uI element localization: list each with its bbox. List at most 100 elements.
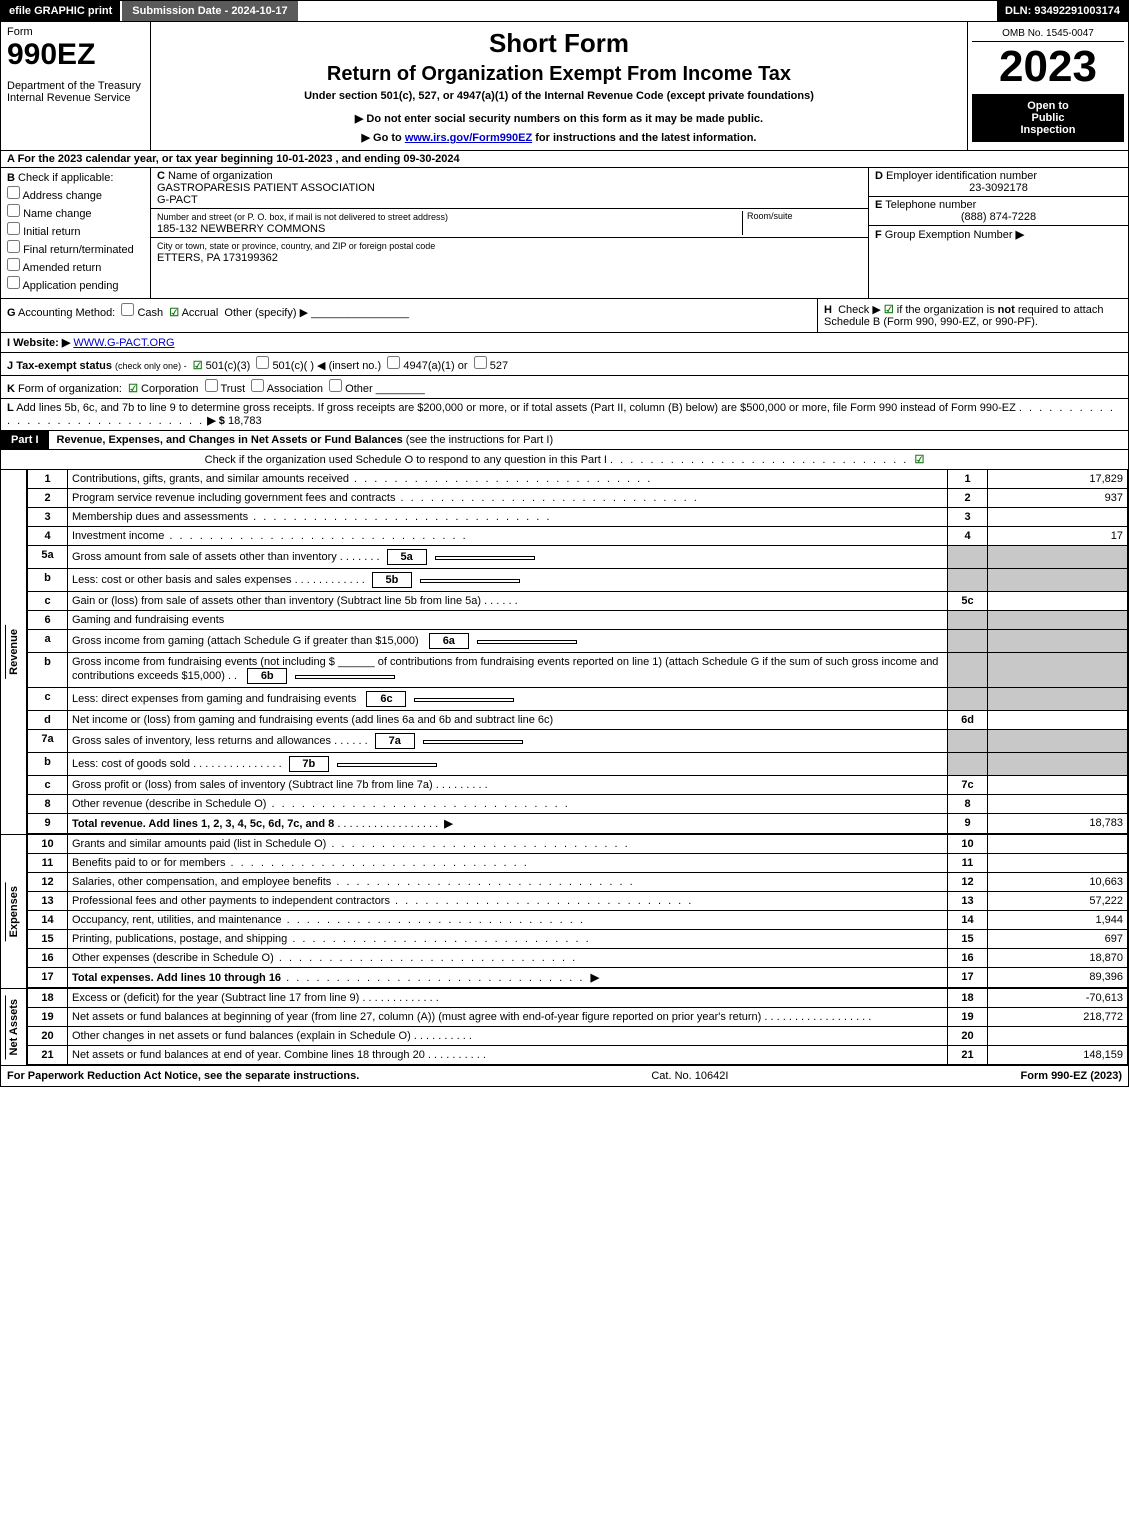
checkbox-icon[interactable]: [7, 222, 20, 235]
form-year-block: OMB No. 1545-0047 2023 Open to Public In…: [968, 22, 1128, 150]
check-final-return[interactable]: Final return/terminated: [7, 240, 144, 256]
line-6c: cLess: direct expenses from gaming and f…: [28, 688, 1128, 711]
h-not: not: [998, 304, 1015, 316]
opt-501c3: 501(c)(3): [206, 360, 251, 372]
line-desc: Gross sales of inventory, less returns a…: [72, 735, 331, 747]
inline-box: 6c: [366, 691, 406, 707]
line-num: b: [28, 753, 68, 776]
dept-line-1: Department of the Treasury: [7, 80, 144, 92]
checkbox-icon[interactable]: [7, 258, 20, 271]
revenue-segment: Revenue 1Contributions, gifts, grants, a…: [0, 470, 1129, 835]
revenue-table: 1Contributions, gifts, grants, and simil…: [27, 470, 1128, 834]
line-amount: [988, 592, 1128, 611]
line-desc: Gross amount from sale of assets other t…: [72, 551, 337, 563]
e-label: E: [875, 199, 882, 211]
line-desc: Gain or (loss) from sale of assets other…: [72, 595, 481, 607]
part-1-header: Part I Revenue, Expenses, and Changes in…: [0, 431, 1129, 450]
checkbox-icon[interactable]: [474, 356, 487, 369]
checkbox-icon[interactable]: [7, 240, 20, 253]
checkbox-icon[interactable]: [7, 204, 20, 217]
expenses-label: Expenses: [1, 835, 27, 988]
checkbox-icon[interactable]: [205, 379, 218, 392]
line-num: 12: [28, 873, 68, 892]
dots: [282, 914, 585, 926]
line-21: 21Net assets or fund balances at end of …: [28, 1046, 1128, 1065]
line-amount-grey: [988, 546, 1128, 569]
line-9: 9Total revenue. Add lines 1, 2, 3, 4, 5c…: [28, 814, 1128, 834]
irs-link[interactable]: www.irs.gov/Form990EZ: [405, 132, 532, 144]
opt-4947: 4947(a)(1) or: [403, 360, 467, 372]
inspection-box: Open to Public Inspection: [972, 94, 1124, 142]
form-label: Form: [7, 26, 144, 38]
line-num: 3: [28, 508, 68, 527]
line-8: 8Other revenue (describe in Schedule O)8: [28, 795, 1128, 814]
check-application-pending[interactable]: Application pending: [7, 276, 144, 292]
inline-box: 6b: [247, 668, 287, 684]
line-6b: bGross income from fundraising events (n…: [28, 653, 1128, 688]
check-name-change[interactable]: Name change: [7, 204, 144, 220]
line-amount: 17: [988, 527, 1128, 546]
line-amount-grey: [988, 630, 1128, 653]
l-label: L: [7, 402, 14, 414]
line-num: 18: [28, 989, 68, 1008]
dots: [395, 492, 698, 504]
opt-527: 527: [490, 360, 508, 372]
line-desc: Net income or (loss) from gaming and fun…: [68, 711, 948, 730]
phone-label: Telephone number: [885, 199, 976, 211]
line-amount: [988, 508, 1128, 527]
line-desc: Other expenses (describe in Schedule O): [72, 952, 274, 964]
section-h: H Check ▶ ☑ if the organization is not r…: [818, 299, 1128, 332]
line-num: 14: [28, 911, 68, 930]
h-text-1: Check ▶: [838, 304, 881, 316]
form-title-block: Short Form Return of Organization Exempt…: [151, 22, 968, 150]
line-15: 15Printing, publications, postage, and s…: [28, 930, 1128, 949]
line-box: 16: [948, 949, 988, 968]
line-19: 19Net assets or fund balances at beginni…: [28, 1008, 1128, 1027]
short-form-title: Short Form: [157, 28, 961, 59]
section-d: D Employer identification number 23-3092…: [869, 168, 1128, 197]
efile-print[interactable]: efile GRAPHIC print: [1, 1, 122, 21]
checkbox-icon[interactable]: [251, 379, 264, 392]
expenses-label-text: Expenses: [5, 882, 22, 941]
checkbox-icon[interactable]: [256, 356, 269, 369]
checkbox-icon[interactable]: [7, 276, 20, 289]
part-1-badge: Part I: [1, 431, 49, 449]
line-desc: Less: cost of goods sold: [72, 758, 190, 770]
line-box-grey: [948, 753, 988, 776]
h-label: H: [824, 304, 832, 316]
section-a: A For the 2023 calendar year, or tax yea…: [0, 151, 1129, 168]
goto-line: ▶ Go to www.irs.gov/Form990EZ for instru…: [157, 131, 961, 144]
check-address-change[interactable]: Address change: [7, 186, 144, 202]
line-box: 14: [948, 911, 988, 930]
inline-amount: [337, 763, 437, 767]
line-box: 13: [948, 892, 988, 911]
footer-catalog: Cat. No. 10642I: [359, 1070, 1020, 1082]
c-label: C: [157, 170, 165, 182]
website-link[interactable]: WWW.G-PACT.ORG: [73, 337, 174, 349]
room-suite-label: Room/suite: [742, 211, 862, 235]
checkbox-icon[interactable]: [7, 186, 20, 199]
k-label: K: [7, 383, 15, 395]
line-box: 1: [948, 470, 988, 489]
checkbox-icon[interactable]: [387, 356, 400, 369]
opt-association: Association: [267, 383, 323, 395]
line-box: 6d: [948, 711, 988, 730]
line-13: 13Professional fees and other payments t…: [28, 892, 1128, 911]
check-label: Final return/terminated: [23, 244, 134, 256]
line-box: 8: [948, 795, 988, 814]
dots: [349, 473, 652, 485]
j-sub: (check only one) -: [115, 361, 187, 371]
page-footer: For Paperwork Reduction Act Notice, see …: [0, 1066, 1129, 1087]
line-box-grey: [948, 611, 988, 630]
return-title: Return of Organization Exempt From Incom…: [157, 63, 961, 86]
dots: [326, 838, 629, 850]
checkbox-icon[interactable]: [329, 379, 342, 392]
opt-501c: 501(c)( ) ◀ (insert no.): [272, 360, 381, 372]
line-amount: 10,663: [988, 873, 1128, 892]
checkbox-icon[interactable]: [121, 303, 134, 316]
check-initial-return[interactable]: Initial return: [7, 222, 144, 238]
check-amended-return[interactable]: Amended return: [7, 258, 144, 274]
check-label: Initial return: [23, 226, 80, 238]
dots: [266, 798, 569, 810]
org-name-1: GASTROPARESIS PATIENT ASSOCIATION: [157, 182, 375, 194]
